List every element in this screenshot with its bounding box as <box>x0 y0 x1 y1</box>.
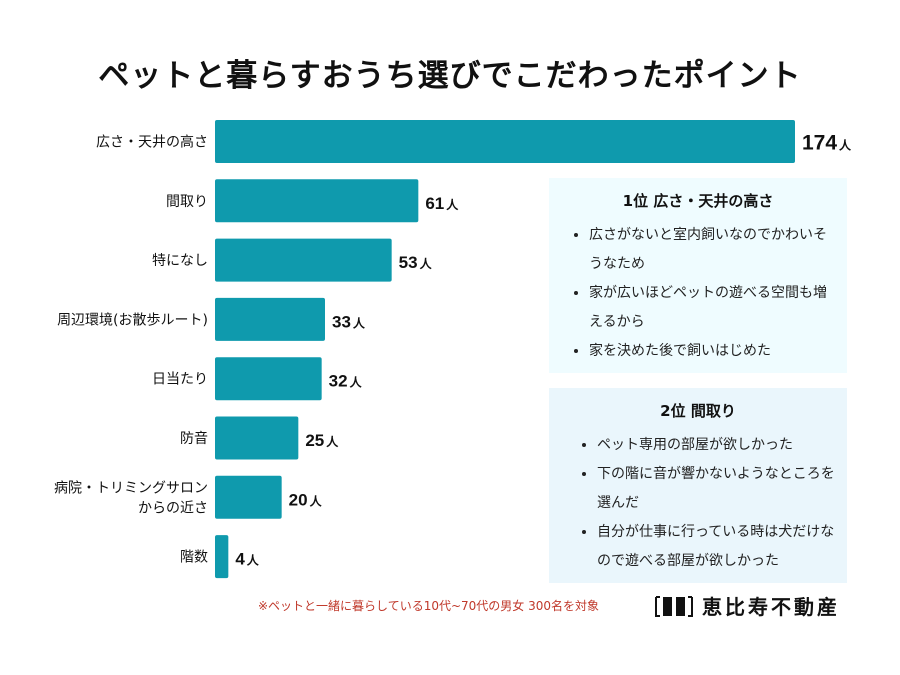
rank2-box: 2位 間取り ペット専用の部屋が欲しかった 下の階に音が響かないようなところを選… <box>549 388 847 583</box>
bar <box>215 416 299 460</box>
bar <box>215 535 229 579</box>
bar <box>215 357 322 401</box>
bar <box>215 238 392 282</box>
bar <box>215 297 325 341</box>
category-label: 周辺環境(お散歩ルート) <box>57 312 208 328</box>
rank2-heading: 2位 間取り <box>660 402 736 420</box>
category-label: 防音 <box>180 430 208 447</box>
value-label: 25 人 <box>305 431 339 450</box>
category-label: 日当たり <box>152 372 208 388</box>
survey-note: ※ペットと一緒に暮らしている10代~70代の男女 300名を対象 <box>258 599 600 613</box>
category-label: 間取り <box>166 194 208 210</box>
rank1-reason: 家が広いほどペットの遊べる空間も増えるから <box>589 279 837 337</box>
category-label: 階数 <box>180 550 208 566</box>
building-logo-icon <box>655 595 693 617</box>
logo-text: 恵比寿不動産 <box>702 595 840 619</box>
value-label: 32 人 <box>329 372 363 391</box>
rank1-heading: 1位 広さ・天井の高さ <box>622 192 774 210</box>
category-label: 特になし <box>152 253 208 269</box>
value-label: 61 人 <box>425 194 459 213</box>
rank1-reason: 広さがないと室内飼いなのでかわいそうなため <box>589 221 837 279</box>
value-label: 33 人 <box>332 312 366 331</box>
bar <box>215 179 419 223</box>
category-label: 広さ・天井の高さ <box>96 134 208 151</box>
bar <box>215 120 795 163</box>
value-label: 20 人 <box>289 490 323 509</box>
rank1-reason: 家を決めた後で飼いはじめた <box>589 337 837 366</box>
chart-title: ペットと暮らすおうち選びでこだわったポイント <box>98 58 802 94</box>
value-label: 53 人 <box>399 253 433 272</box>
rank2-reason: ペット専用の部屋が欲しかった <box>597 431 837 460</box>
bar <box>215 475 282 519</box>
rank2-reason: 下の階に音が響かないようなところを選んだ <box>597 460 837 518</box>
rank2-reason: 自分が仕事に行っている時は犬だけなので遊べる部屋が欲しかった <box>597 518 837 576</box>
rank1-box: 1位 広さ・天井の高さ 広さがないと室内飼いなのでかわいそうなため 家が広いほど… <box>549 178 847 373</box>
company-logo: 恵比寿不動産 <box>654 591 840 620</box>
category-label: 病院・トリミングサロンからの近さ <box>54 480 208 516</box>
value-label: 174 人 <box>802 132 852 155</box>
